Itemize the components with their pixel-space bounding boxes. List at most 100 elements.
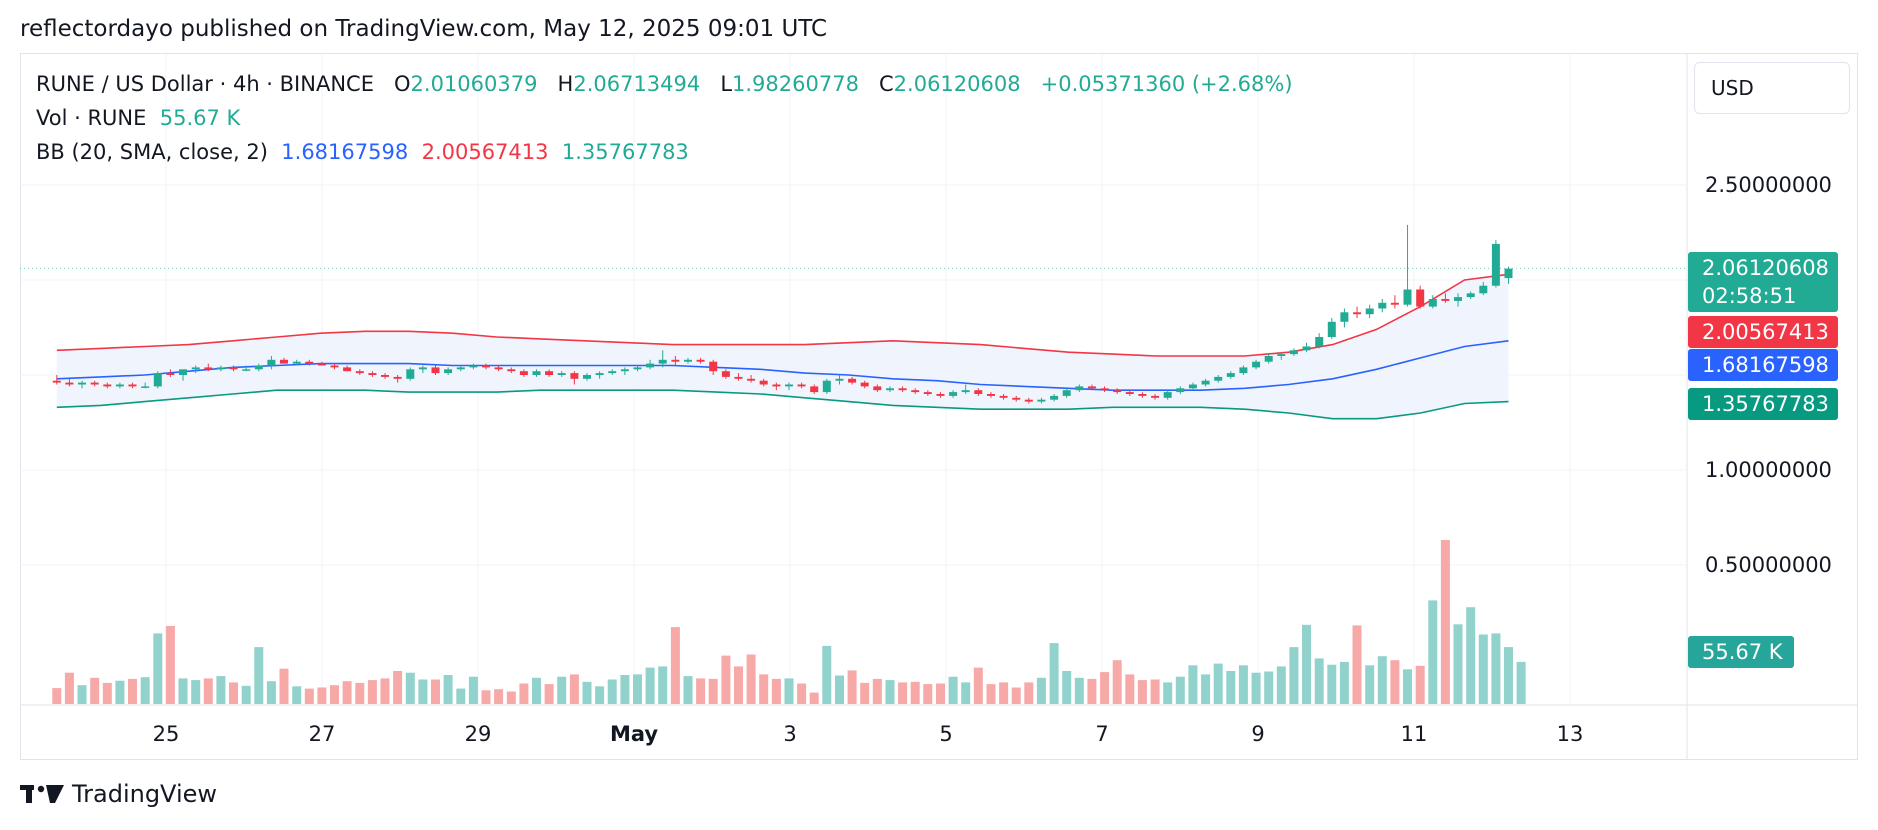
candle-body <box>848 378 857 383</box>
volume-bar <box>595 686 605 704</box>
volume-bar <box>885 680 895 704</box>
volume-bar <box>696 678 706 704</box>
bb-basis-line <box>56 340 1509 392</box>
candle-body <box>1087 386 1096 389</box>
volume-label[interactable]: Vol · RUNE <box>36 106 147 130</box>
candle-body <box>1327 321 1336 337</box>
volume-bar <box>1125 674 1135 704</box>
volume-bar <box>1163 682 1173 704</box>
x-tick-label: 9 <box>1251 722 1264 746</box>
volume-bar <box>1314 658 1324 704</box>
volume-bar <box>734 666 743 704</box>
x-tick-label: 27 <box>309 722 336 746</box>
low-label: L <box>720 72 733 96</box>
candle-body <box>822 380 831 393</box>
change-value: +0.05371360 (+2.68%) <box>1040 72 1293 96</box>
volume-bar <box>191 680 201 704</box>
bb-lower-tag: 1.35767783 <box>1688 388 1838 420</box>
volume-bar <box>52 688 62 704</box>
volume-bar <box>355 682 365 704</box>
candle-body <box>1466 293 1475 298</box>
volume-bar <box>784 678 794 704</box>
volume-bar <box>645 667 655 704</box>
volume-bar <box>557 676 567 704</box>
candle-body <box>1428 299 1437 307</box>
candle-body <box>1239 367 1248 374</box>
candle-body <box>898 388 907 391</box>
candle-body <box>1264 356 1273 362</box>
volume-bar <box>797 683 807 704</box>
candle-body <box>911 390 920 393</box>
volume-bar <box>1137 680 1147 704</box>
volume-bar <box>367 680 377 704</box>
candle-body <box>583 375 591 379</box>
candle-body <box>797 384 806 387</box>
bb-lower-line <box>56 389 1509 420</box>
bb-lower-value: 1.35767783 <box>561 140 689 164</box>
volume-bar <box>822 645 832 704</box>
volume-bar <box>986 684 996 704</box>
candle-body <box>507 369 516 372</box>
candle-body <box>1289 350 1298 355</box>
candle-body <box>1441 299 1450 301</box>
bb-label[interactable]: BB (20, SMA, close, 2) <box>36 140 268 164</box>
volume-bar <box>1516 661 1526 704</box>
candle-body <box>1302 346 1311 351</box>
last-price-value: 2.06120608 <box>1702 256 1829 280</box>
tradingview-brand[interactable]: TradingView <box>20 780 217 808</box>
candle-body <box>1062 390 1071 396</box>
candle-body <box>595 373 604 375</box>
volume-bar <box>1264 671 1274 704</box>
volume-bar <box>178 678 188 704</box>
candle-body <box>519 371 528 375</box>
candle-body <box>646 363 655 368</box>
symbol-label[interactable]: RUNE / US Dollar · 4h · BINANCE <box>36 72 374 96</box>
volume-bar <box>494 689 504 704</box>
candles <box>52 224 1513 404</box>
volume-bar <box>1327 664 1337 704</box>
high-label: H <box>557 72 574 96</box>
volume-bar <box>809 692 819 704</box>
candle-body <box>115 384 124 387</box>
candle-body <box>810 386 819 393</box>
candle-body <box>267 359 276 366</box>
x-tick-label: 11 <box>1401 722 1428 746</box>
volume-bar <box>961 682 971 704</box>
candle-body <box>191 367 200 370</box>
volume-bar <box>1352 625 1362 704</box>
volume-bar <box>431 679 440 704</box>
candle-body <box>153 373 162 387</box>
volume-bar <box>1238 665 1248 704</box>
candle-body <box>280 359 288 364</box>
candle-body <box>1201 380 1210 385</box>
volume-bar <box>1036 677 1046 704</box>
volume-bar <box>241 685 251 704</box>
candle-body <box>1378 302 1387 309</box>
currency-button[interactable]: USD <box>1694 62 1850 114</box>
volume-bar <box>835 675 844 704</box>
volume-bar <box>910 681 920 704</box>
volume-bar <box>1403 669 1412 704</box>
bar-countdown: 02:58:51 <box>1702 284 1797 308</box>
candle-body <box>254 365 263 370</box>
volume-bar <box>1276 666 1286 704</box>
candle-body <box>1504 268 1513 279</box>
volume-bar <box>1049 643 1059 704</box>
volume-bar <box>64 672 74 704</box>
volume-bar <box>1377 656 1387 704</box>
volume-bar <box>1251 672 1261 704</box>
volume-bar <box>1074 677 1084 704</box>
candle-body <box>1125 392 1134 394</box>
volume-bar <box>140 677 150 704</box>
candle-body <box>444 369 453 374</box>
candle-body <box>608 371 617 374</box>
volume-bar <box>999 682 1009 704</box>
volume-bar <box>1112 660 1122 704</box>
volume-bar <box>443 675 453 704</box>
candle-body <box>1353 312 1361 315</box>
candle-body <box>886 388 894 391</box>
volume-bar <box>1339 661 1349 704</box>
volume-legend: Vol · RUNE 55.67 K <box>36 106 240 130</box>
high-value: 2.06713494 <box>573 72 701 96</box>
